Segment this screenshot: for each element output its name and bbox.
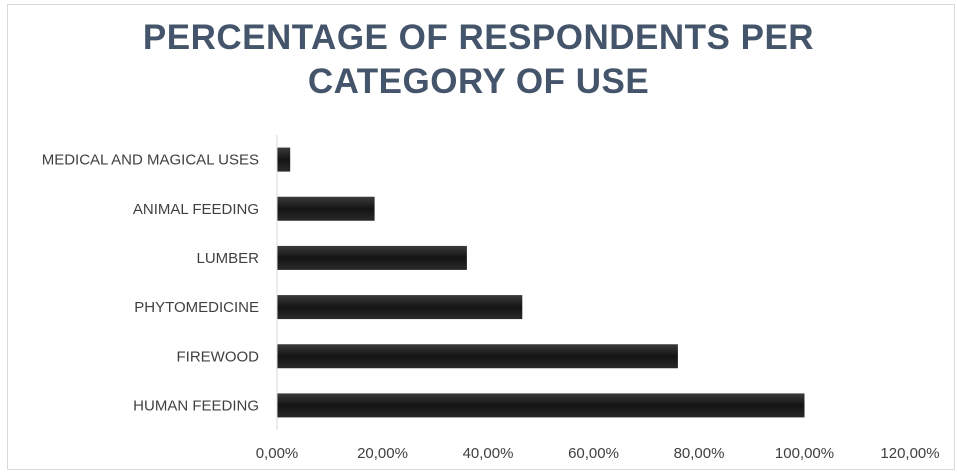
chart-title-line-2: CATEGORY OF USE xyxy=(307,62,650,101)
chart-title-line-1: PERCENTAGE OF RESPONDENTS PER xyxy=(142,18,815,57)
x-tick-label: 20,00% xyxy=(357,445,408,462)
x-tick-label: 40,00% xyxy=(463,445,514,462)
bar-phytomedicine xyxy=(277,295,523,320)
category-label: MEDICAL AND MAGICAL USES xyxy=(42,152,259,169)
category-label: FIREWOOD xyxy=(177,348,260,365)
bar-medical-and-magical-uses xyxy=(277,147,291,172)
x-tick-label: 80,00% xyxy=(674,445,725,462)
category-label: ANIMAL FEEDING xyxy=(133,201,259,218)
category-label: PHYTOMEDICINE xyxy=(134,299,259,316)
category-label: LUMBER xyxy=(196,250,259,267)
bar-firewood xyxy=(277,344,678,369)
bar-animal-feeding xyxy=(277,196,375,221)
chart-title: PERCENTAGE OF RESPONDENTS PER CATEGORY O… xyxy=(0,16,957,104)
x-tick-label: 120,00% xyxy=(880,445,939,462)
bar-human-feeding xyxy=(277,393,805,418)
category-label: HUMAN FEEDING xyxy=(133,397,259,414)
bar-lumber xyxy=(277,245,467,270)
x-tick-label: 60,00% xyxy=(568,445,619,462)
x-tick-label: 100,00% xyxy=(775,445,834,462)
x-tick-label: 0,00% xyxy=(256,445,299,462)
chart-frame xyxy=(7,4,955,470)
